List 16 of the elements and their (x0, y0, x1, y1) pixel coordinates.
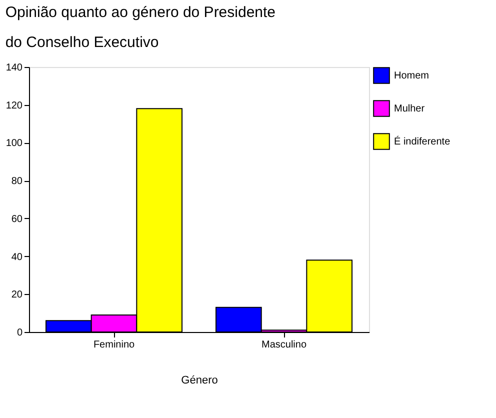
legend-label: Mulher (394, 104, 426, 114)
legend-label: Homem (394, 70, 430, 82)
y-tick-label: 20 (11, 290, 23, 301)
legend-label: É indiferente (394, 136, 451, 148)
x-axis-title: Género (181, 374, 218, 386)
y-tick-label: 0 (16, 328, 23, 338)
y-tick-label: 40 (11, 252, 23, 263)
y-tick-label: 60 (11, 214, 23, 225)
text: do Conselho Executivo (5, 34, 159, 51)
x-tick-label: Feminino (93, 340, 135, 350)
y-tick-label: 80 (11, 176, 23, 188)
x-tick-label: Masculino (261, 340, 307, 350)
y-tick-label: 140 (6, 62, 23, 74)
y-tick-label: 100 (6, 138, 23, 150)
y-tick-label: 120 (6, 100, 23, 112)
text: Opinião quanto ao género do Presidente (5, 4, 276, 21)
